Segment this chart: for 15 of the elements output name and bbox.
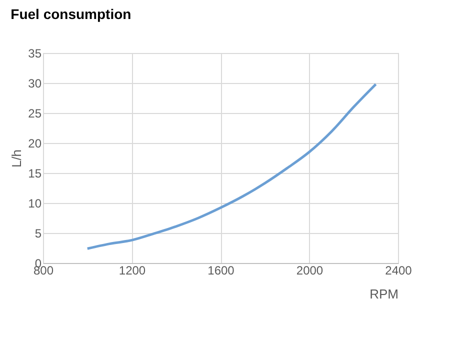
y-tick-label: 25 <box>28 106 42 120</box>
x-tick-label: 2400 <box>385 264 412 278</box>
chart-title: Fuel consumption <box>10 6 132 22</box>
y-tick-label: 20 <box>28 136 42 150</box>
y-tick-label: 30 <box>28 76 42 90</box>
y-tick-label: 5 <box>34 226 42 240</box>
x-axis-title: RPM <box>370 286 398 302</box>
x-tick-label: 1600 <box>208 264 235 278</box>
y-axis-title: L/h <box>9 149 24 168</box>
x-tick-label: 1200 <box>118 264 146 278</box>
line-series <box>86 82 378 250</box>
x-tick-label: 2000 <box>296 264 324 278</box>
y-tick-label: 15 <box>28 166 42 180</box>
y-tick-label: 10 <box>28 196 42 210</box>
y-tick-label: 35 <box>28 46 42 60</box>
